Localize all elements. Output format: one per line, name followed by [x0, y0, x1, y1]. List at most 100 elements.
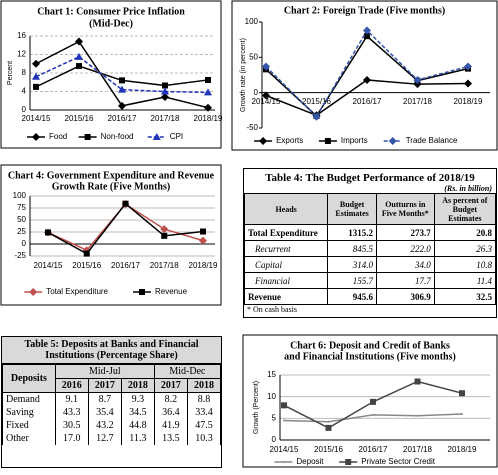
table-row: Saving 43.3 35.4 34.5 36.4 33.4: [2, 406, 222, 419]
table-cell: 845.5: [327, 240, 377, 257]
table-cell: 44.8: [120, 419, 155, 432]
y-tick-label: 25: [17, 227, 26, 236]
header-row: 2016 2017 2018 2017 2018: [3, 378, 222, 393]
marker: [199, 236, 207, 245]
table-cell: 11.4: [433, 272, 497, 289]
x-tick-label: 2016/17: [359, 445, 388, 454]
table-cell: 43.2: [87, 419, 122, 432]
legend-marker: [324, 138, 331, 144]
table-cell: 34.0: [375, 256, 435, 273]
legend-label: Trade Balance: [406, 136, 458, 145]
table-cell: 8.7: [87, 392, 122, 406]
marker: [464, 79, 472, 88]
marker: [160, 225, 169, 234]
table-cell: 9.1: [54, 392, 89, 406]
y-tick-label: -50: [246, 123, 258, 132]
y-tick-label: 15: [267, 370, 276, 379]
marker: [262, 62, 270, 71]
table-cell: 8.8: [186, 392, 222, 406]
y-tick-label: 50: [17, 215, 26, 224]
legend-label: Total Expenditure: [46, 287, 108, 296]
y-tick-label: 100: [13, 191, 27, 200]
x-tick-label: 2014/15: [34, 261, 63, 270]
marker: [32, 59, 40, 68]
table-row: Recurrent 845.5 222.0 26.3: [243, 240, 497, 257]
header-cell: 2017: [87, 378, 122, 393]
y-tick-label: 8: [22, 68, 27, 77]
marker: [76, 63, 82, 70]
legend-label: Food: [49, 132, 67, 141]
x-tick-label: 2018/19: [454, 97, 483, 106]
y-tick-label: 75: [17, 203, 26, 212]
y-tick-label: 100: [245, 17, 259, 26]
marker: [204, 103, 212, 112]
chart-title: (Mid-Dec): [89, 18, 133, 29]
chart-title: Growth Rate (Five Months): [52, 181, 170, 192]
marker: [372, 413, 374, 416]
table-cell: 10.8: [433, 256, 497, 273]
legend-label: Exports: [276, 136, 303, 145]
marker: [459, 390, 465, 397]
x-tick-label: 2015/16: [72, 261, 101, 270]
marker: [464, 62, 472, 71]
header-cell: As percent of Budget Estimates: [433, 193, 497, 225]
x-tick-label: 2017/18: [403, 97, 432, 106]
table-cell: Revenue: [243, 288, 329, 305]
marker: [204, 88, 212, 96]
marker: [162, 82, 168, 89]
marker: [413, 75, 422, 84]
table-cell: Saving: [2, 406, 56, 419]
table-cell: 17.7: [375, 272, 435, 289]
table-cell: 1315.2: [327, 224, 377, 241]
y-tick-label: 12: [17, 50, 26, 59]
marker: [75, 52, 83, 60]
y-tick-label: 16: [17, 31, 26, 40]
marker: [45, 229, 51, 236]
table-cell: Capital: [243, 256, 329, 273]
header-cell: 2018: [186, 378, 222, 393]
y-tick-label: 0: [22, 239, 27, 248]
table-cell: Financial: [243, 272, 329, 289]
legend-label: Deposit: [296, 457, 324, 466]
table-cell: 47.5: [186, 419, 222, 432]
x-tick-label: 2017/18: [403, 445, 432, 454]
marker: [161, 93, 169, 102]
table-row: Other 17.0 12.7 11.3 13.5 10.3: [2, 432, 222, 445]
y-tick-label: 0: [272, 435, 277, 444]
marker: [363, 75, 371, 84]
header-cell: 2018: [120, 378, 155, 393]
x-tick-label: 2018/19: [448, 445, 477, 454]
header-cell: 2017: [153, 378, 188, 393]
table-cell: 11.3: [120, 432, 155, 445]
table-cell: 222.0: [375, 240, 435, 257]
legend-label: Revenue: [155, 287, 188, 296]
y-axis-label: Percent: [7, 61, 14, 85]
legend-marker: [388, 137, 397, 145]
table-cell: 155.7: [327, 272, 377, 289]
marker: [205, 76, 211, 83]
header-cell: Deposits: [2, 364, 56, 393]
chart-title: Chart 4: Government Expenditure and Reve…: [8, 170, 215, 181]
header-cell: Outturns in Five Months*: [375, 193, 435, 225]
marker: [118, 101, 126, 110]
chart-title: Chart 2: Foreign Trade (Five months): [284, 5, 445, 16]
marker: [312, 112, 321, 121]
header-cell: 2016: [54, 378, 89, 393]
table-title: Table 5: Deposits at Banks and Financial…: [2, 337, 221, 364]
table-cell: 30.5: [54, 419, 89, 432]
y-tick-label: 5: [272, 413, 277, 422]
table-cell: 314.0: [327, 256, 377, 273]
table-cell: 20.8: [433, 224, 497, 241]
series-line: [47, 203, 204, 252]
table-row: Total Expenditure 1315.2 273.7 20.8: [243, 224, 497, 241]
marker: [32, 72, 40, 80]
x-tick-label: 2014/15: [22, 114, 51, 123]
table-cell: Fixed: [2, 419, 56, 432]
marker: [75, 37, 83, 46]
table-4: Table 4: The Budget Performance of 2018/…: [243, 168, 497, 318]
chart-frame: [242, 334, 498, 468]
marker: [119, 77, 125, 84]
table-unit: (Rs. in billion): [444, 184, 492, 193]
marker: [327, 420, 330, 423]
